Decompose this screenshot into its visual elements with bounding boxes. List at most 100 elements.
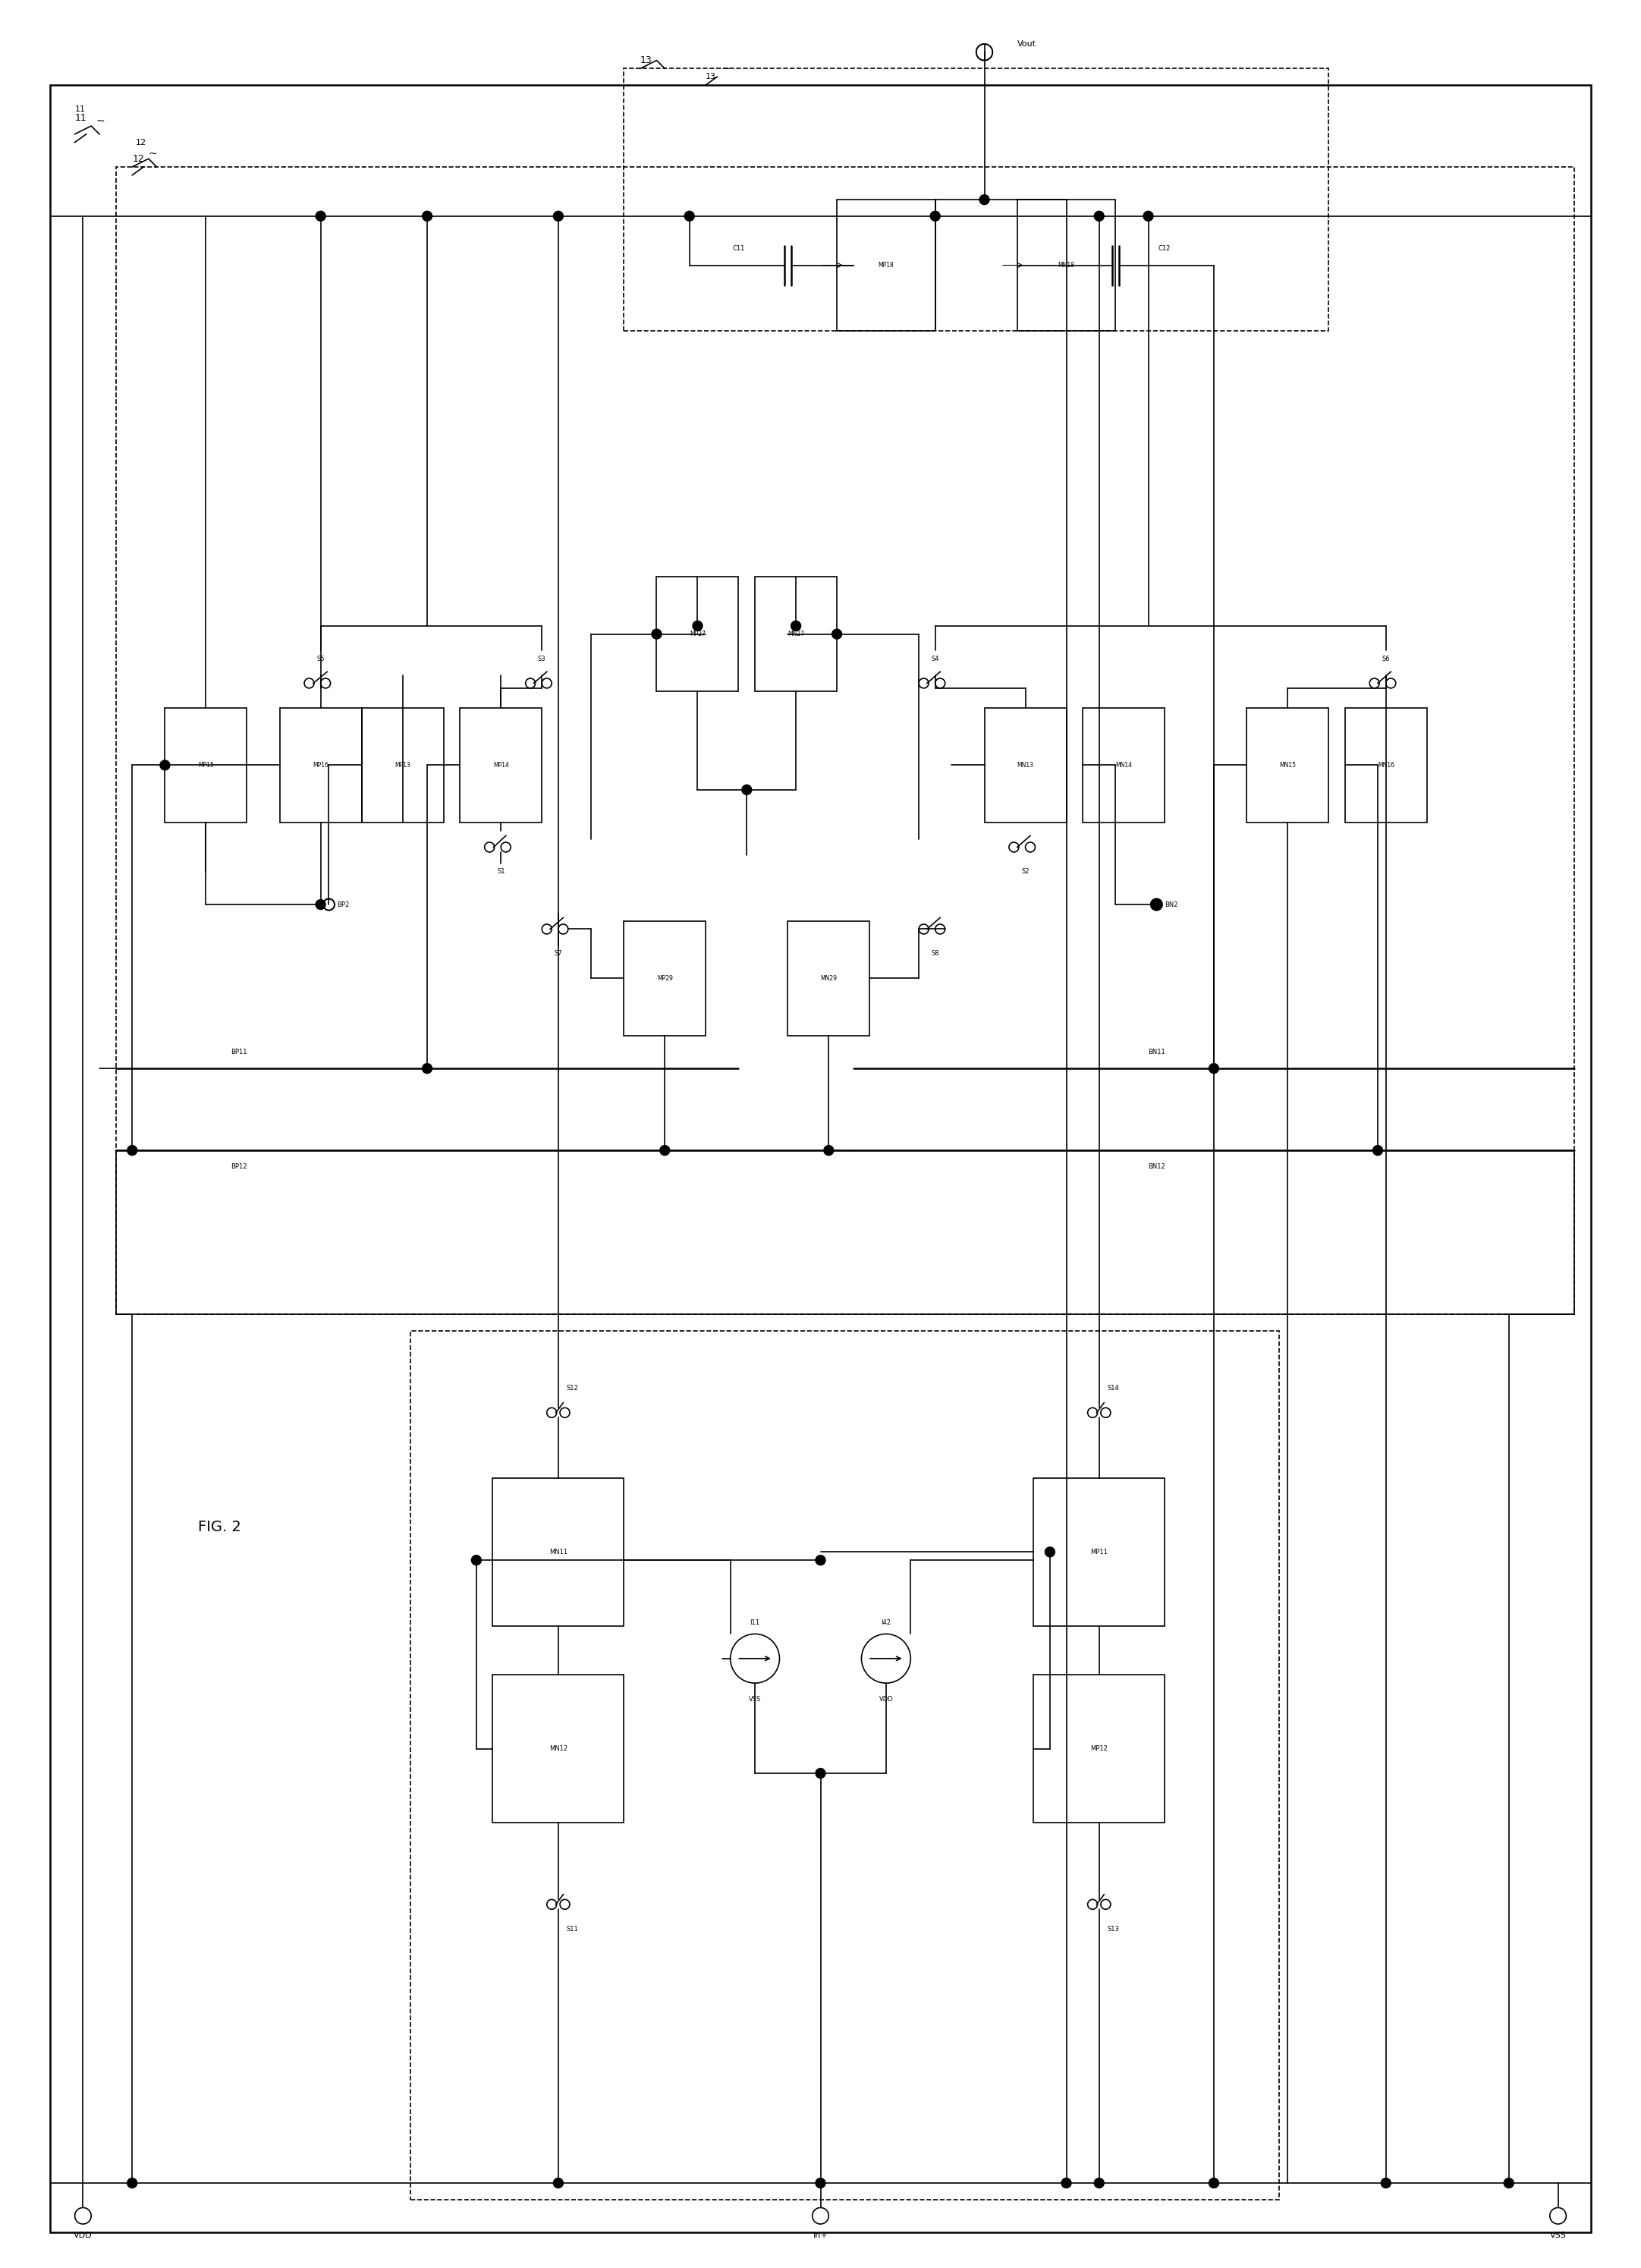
Circle shape xyxy=(1045,1547,1055,1556)
Circle shape xyxy=(791,621,801,631)
Text: C11: C11 xyxy=(732,245,745,252)
Circle shape xyxy=(128,2177,138,2189)
Circle shape xyxy=(1095,211,1104,220)
Bar xyxy=(1034,1674,1165,1823)
Bar xyxy=(788,921,870,1036)
Bar xyxy=(755,576,837,692)
Text: MP29: MP29 xyxy=(656,975,673,982)
Text: S5: S5 xyxy=(317,655,325,662)
Text: S8: S8 xyxy=(930,950,939,957)
Text: S7: S7 xyxy=(555,950,563,957)
Text: MN12: MN12 xyxy=(550,1746,568,1753)
Text: 12: 12 xyxy=(133,154,144,163)
Text: S4: S4 xyxy=(930,655,939,662)
Circle shape xyxy=(161,760,171,771)
Circle shape xyxy=(422,1064,432,1073)
Text: 11: 11 xyxy=(75,113,87,122)
Circle shape xyxy=(1095,2177,1104,2189)
Text: 12: 12 xyxy=(136,138,146,145)
Circle shape xyxy=(1152,900,1162,909)
Bar xyxy=(1034,1479,1165,1626)
Bar xyxy=(1247,708,1329,823)
Text: MP13: MP13 xyxy=(395,762,410,769)
Text: MP18: MP18 xyxy=(878,261,894,268)
Text: In+: In+ xyxy=(812,2232,829,2239)
Text: 11: 11 xyxy=(75,107,85,113)
Bar xyxy=(985,708,1067,823)
Text: MP15: MP15 xyxy=(199,762,213,769)
Bar xyxy=(117,168,1574,1313)
Text: S13: S13 xyxy=(1108,1926,1119,1932)
Text: I11: I11 xyxy=(750,1619,760,1626)
Text: S11: S11 xyxy=(566,1926,578,1932)
Circle shape xyxy=(1382,2177,1392,2189)
Bar xyxy=(410,1331,1280,2200)
Circle shape xyxy=(980,195,990,204)
Circle shape xyxy=(660,1145,670,1154)
Circle shape xyxy=(930,211,940,220)
Circle shape xyxy=(651,628,661,640)
Bar xyxy=(656,576,738,692)
Bar xyxy=(492,1674,624,1823)
Text: I42: I42 xyxy=(881,1619,891,1626)
Text: ~: ~ xyxy=(149,147,158,159)
Circle shape xyxy=(816,1556,825,1565)
Circle shape xyxy=(315,211,325,220)
Text: MP11: MP11 xyxy=(1090,1549,1108,1556)
Circle shape xyxy=(684,211,694,220)
Circle shape xyxy=(553,211,563,220)
Text: VSS: VSS xyxy=(1549,2232,1566,2239)
Text: S6: S6 xyxy=(1382,655,1390,662)
Bar xyxy=(492,1479,624,1626)
Text: BP11: BP11 xyxy=(230,1048,246,1055)
Bar xyxy=(1017,200,1116,331)
Text: VDD: VDD xyxy=(74,2232,92,2239)
Text: BN2: BN2 xyxy=(1165,900,1178,907)
Circle shape xyxy=(1374,1145,1383,1154)
Circle shape xyxy=(315,900,325,909)
Bar xyxy=(624,68,1329,331)
Text: FIG. 2: FIG. 2 xyxy=(197,1520,241,1535)
Text: MN29: MN29 xyxy=(820,975,837,982)
Text: MN15: MN15 xyxy=(1280,762,1296,769)
Text: MN27: MN27 xyxy=(788,631,804,637)
Circle shape xyxy=(693,621,702,631)
Text: 13: 13 xyxy=(706,73,717,82)
Bar xyxy=(361,708,443,823)
Bar xyxy=(279,708,361,823)
Text: 13: 13 xyxy=(640,54,651,66)
Circle shape xyxy=(1209,1064,1219,1073)
Text: MN18: MN18 xyxy=(1058,261,1075,268)
Text: MP14: MP14 xyxy=(492,762,509,769)
Text: MN11: MN11 xyxy=(550,1549,568,1556)
Text: S2: S2 xyxy=(1021,869,1029,875)
Text: MP27: MP27 xyxy=(689,631,706,637)
Circle shape xyxy=(553,2177,563,2189)
Bar xyxy=(837,200,935,331)
Circle shape xyxy=(816,2177,825,2189)
Bar xyxy=(1083,708,1165,823)
Text: VSS: VSS xyxy=(748,1696,761,1703)
Circle shape xyxy=(1144,211,1154,220)
Text: Vout: Vout xyxy=(1017,41,1035,48)
Circle shape xyxy=(471,1556,481,1565)
Text: S12: S12 xyxy=(566,1386,578,1393)
Text: ~: ~ xyxy=(97,116,105,127)
Circle shape xyxy=(742,785,752,794)
Bar xyxy=(166,708,246,823)
Circle shape xyxy=(128,1145,138,1154)
Text: S3: S3 xyxy=(538,655,546,662)
Text: MN14: MN14 xyxy=(1116,762,1132,769)
Circle shape xyxy=(1503,2177,1513,2189)
Text: MP12: MP12 xyxy=(1090,1746,1108,1753)
Text: MN16: MN16 xyxy=(1377,762,1395,769)
Circle shape xyxy=(824,1145,834,1154)
Text: BP12: BP12 xyxy=(230,1163,246,1170)
Circle shape xyxy=(1062,2177,1072,2189)
Bar xyxy=(459,708,542,823)
Circle shape xyxy=(1209,2177,1219,2189)
Text: S1: S1 xyxy=(497,869,505,875)
Text: C12: C12 xyxy=(1159,245,1172,252)
Text: S14: S14 xyxy=(1108,1386,1119,1393)
Circle shape xyxy=(422,211,432,220)
